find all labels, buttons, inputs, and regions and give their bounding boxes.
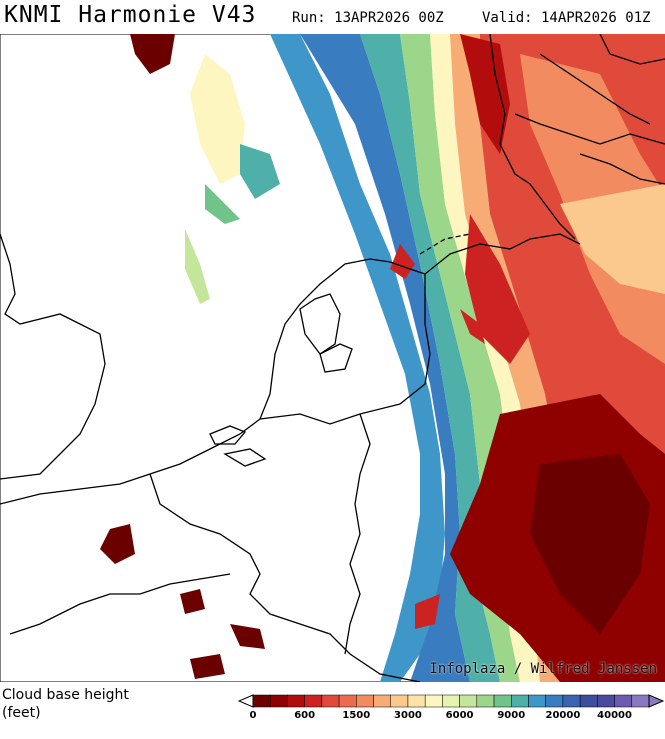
legend-color-swatch [442, 694, 460, 708]
legend-color-swatch [287, 694, 305, 708]
legend-color-swatch [511, 694, 529, 708]
legend-color-swatch [269, 694, 288, 708]
legend-color-swatch [562, 694, 581, 708]
legend-tick-label: 20000 [546, 710, 581, 721]
legend-color-swatch [614, 694, 633, 708]
legend-tick-label: 40000 [597, 710, 632, 721]
legend-title-line2: (feet) [2, 705, 41, 721]
valid-time: Valid: 14APR2026 01Z [482, 10, 651, 26]
legend-color-swatch [407, 694, 426, 708]
legend-color-swatch [528, 694, 546, 708]
legend-color-swatch [459, 694, 478, 708]
credit-text: Infoplaza / Wilfred Janssen [429, 661, 657, 677]
legend-color-swatch [321, 694, 340, 708]
coastlines [0, 34, 665, 682]
legend-color-swatch [631, 694, 650, 708]
legend-tick-label: 0 [250, 710, 257, 721]
run-time: Run: 13APR2026 00Z [292, 10, 444, 26]
forecast-map [0, 34, 665, 682]
map-canvas [0, 34, 665, 682]
legend-color-swatch [390, 694, 409, 708]
header: KNMI Harmonie V43 Run: 13APR2026 00Z Val… [0, 0, 665, 34]
legend-color-swatch [597, 694, 615, 708]
legend-arrow-right [648, 694, 665, 708]
legend-color-swatch [252, 694, 271, 708]
legend-color-swatch [545, 694, 564, 708]
legend-color-swatch [476, 694, 495, 708]
color-legend: 0 600 1500 3000 6000 9000 20000 40000 [237, 693, 665, 735]
legend-tick-label: 6000 [446, 710, 474, 721]
legend-arrow-left [237, 694, 254, 708]
legend-color-swatch [373, 694, 391, 708]
legend-title-line1: Cloud base height [2, 687, 129, 703]
legend-color-swatch [424, 694, 443, 708]
map-title: KNMI Harmonie V43 [4, 2, 257, 28]
legend-color-swatch [304, 694, 323, 708]
legend-tick-label: 1500 [342, 710, 370, 721]
legend-title: Cloud base height (feet) [2, 686, 129, 722]
legend-tick-label: 9000 [497, 710, 525, 721]
legend-color-swatch [493, 694, 512, 708]
legend-color-swatch [338, 694, 357, 708]
legend-color-swatch [579, 694, 598, 708]
legend-tick-label: 600 [294, 710, 315, 721]
legend-color-swatch [356, 694, 374, 708]
cloud-base-field [100, 34, 665, 682]
legend-tick-label: 3000 [394, 710, 422, 721]
legend-colorbar: 0 600 1500 3000 6000 9000 20000 40000 [237, 694, 665, 721]
